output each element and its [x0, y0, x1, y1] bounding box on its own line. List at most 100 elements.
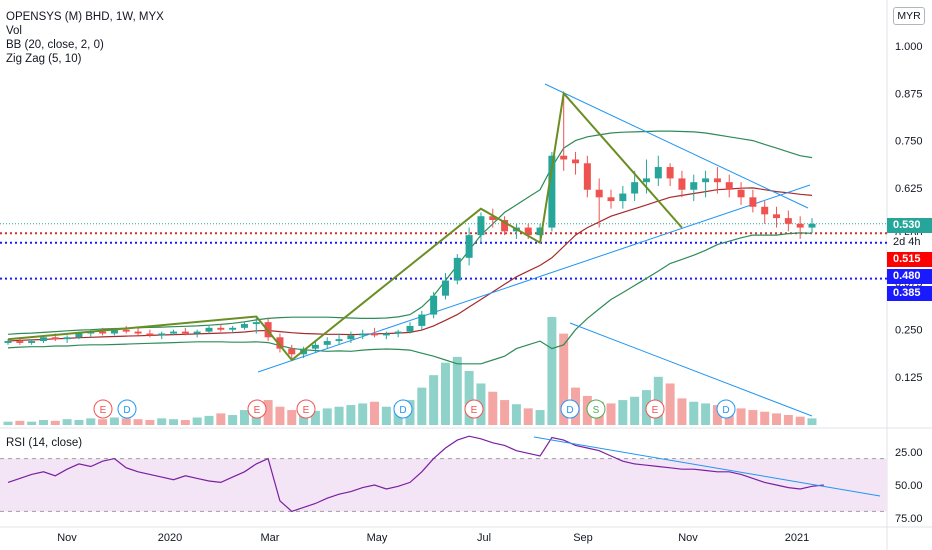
volume-bar: [346, 405, 356, 425]
countdown-tag: 2d 4h: [887, 235, 932, 250]
volume-bar: [109, 417, 119, 425]
event-marker-E: E: [296, 399, 316, 419]
candle-body: [642, 178, 650, 183]
candle-body: [619, 193, 627, 202]
rsi-line: [7, 435, 824, 513]
candle-body: [536, 227, 544, 236]
event-marker-circle: [560, 399, 580, 419]
currency-button[interactable]: MYR: [893, 7, 925, 25]
volume-bar: [429, 375, 439, 425]
volume-trendline: [569, 322, 813, 417]
candle-body: [773, 214, 781, 219]
rsi-tick-label: 50.00: [895, 480, 923, 492]
volume-bar: [807, 418, 817, 425]
event-marker-S: S: [586, 399, 606, 419]
candle-body: [725, 182, 733, 190]
volume-bar: [3, 421, 13, 425]
event-marker-E: E: [247, 399, 267, 419]
resistance-trendline: [544, 83, 809, 209]
event-marker-label: E: [471, 405, 478, 416]
candle-body: [193, 331, 201, 334]
candle-body: [631, 182, 639, 194]
rsi-trendline: [533, 436, 881, 497]
candle-body: [796, 223, 804, 228]
volume-bar: [452, 356, 462, 425]
event-marker-label: E: [652, 405, 659, 416]
event-marker-E: E: [464, 399, 484, 419]
volume-bar: [287, 410, 297, 425]
price-tick-label: 0.750: [895, 136, 923, 148]
candle-body: [761, 206, 769, 215]
volume-bar: [417, 387, 427, 425]
candle-body: [371, 333, 379, 336]
volume-bar: [772, 413, 782, 425]
event-marker-label: D: [123, 405, 130, 416]
volume-bar: [535, 410, 545, 425]
candle-body: [335, 339, 343, 342]
event-marker-label: D: [566, 405, 573, 416]
volume-bar: [712, 405, 722, 425]
volume-bar: [381, 406, 391, 425]
price-tick-label: 1.000: [895, 41, 923, 53]
event-marker-circle: [93, 399, 113, 419]
candle-body: [158, 333, 166, 336]
volume-bar: [275, 406, 285, 425]
event-marker-D: D: [560, 399, 580, 419]
candle-body: [524, 227, 532, 236]
indicator-vol: Vol: [6, 25, 22, 37]
candle-body: [784, 218, 792, 224]
volume-bar: [559, 333, 569, 425]
volume-bar: [370, 401, 380, 425]
volume-bar: [239, 410, 249, 425]
volume-bar: [440, 362, 450, 425]
event-marker-circle: [586, 399, 606, 419]
last-price-tag: 0.530: [887, 218, 932, 233]
volume-bar: [500, 400, 510, 425]
time-tick-label: Jul: [477, 532, 491, 544]
volume-bar: [50, 420, 60, 425]
volume-bar: [133, 419, 143, 425]
volume-bar: [689, 401, 699, 425]
event-marker-circle: [296, 399, 316, 419]
volume-bar: [74, 420, 84, 425]
candle-body: [63, 337, 71, 340]
candle-body: [240, 324, 248, 328]
candle-body: [749, 197, 757, 207]
candle-body: [288, 348, 296, 355]
volume-bar: [157, 418, 167, 425]
volume-bar: [62, 419, 72, 425]
blue-line-tag-1: 0.480: [887, 269, 932, 284]
candle-body: [430, 295, 438, 315]
time-tick-label: 2021: [785, 532, 809, 544]
event-marker-D: D: [716, 399, 736, 419]
time-tick-label: Nov: [678, 532, 698, 544]
candle-body: [110, 329, 118, 334]
volume-bar: [665, 383, 675, 425]
support-trendline: [257, 184, 811, 373]
time-tick-label: 2020: [158, 532, 182, 544]
event-marker-label: E: [100, 405, 107, 416]
candle-body: [418, 314, 426, 326]
price-tick-label: 0.625: [895, 183, 923, 195]
volume-bar: [618, 400, 628, 425]
volume-bar: [547, 317, 557, 425]
event-marker-circle: [716, 399, 736, 419]
event-marker-label: S: [593, 405, 600, 416]
event-marker-label: D: [722, 405, 729, 416]
candle-body: [229, 327, 237, 330]
candle-body: [713, 178, 721, 183]
event-marker-D: D: [393, 399, 413, 419]
candle-body: [181, 331, 189, 334]
event-marker-circle: [117, 399, 137, 419]
candle-body: [75, 333, 83, 338]
price-tick-label: 0.125: [895, 372, 923, 384]
volume-bar: [145, 420, 155, 425]
volume-bar: [488, 391, 498, 425]
volume-bar: [299, 411, 309, 425]
event-marker-label: E: [303, 405, 310, 416]
volume-bar: [121, 418, 131, 425]
candle-body: [583, 163, 591, 190]
price-tick-label: 0.250: [895, 325, 923, 337]
volume-bar: [27, 421, 37, 425]
